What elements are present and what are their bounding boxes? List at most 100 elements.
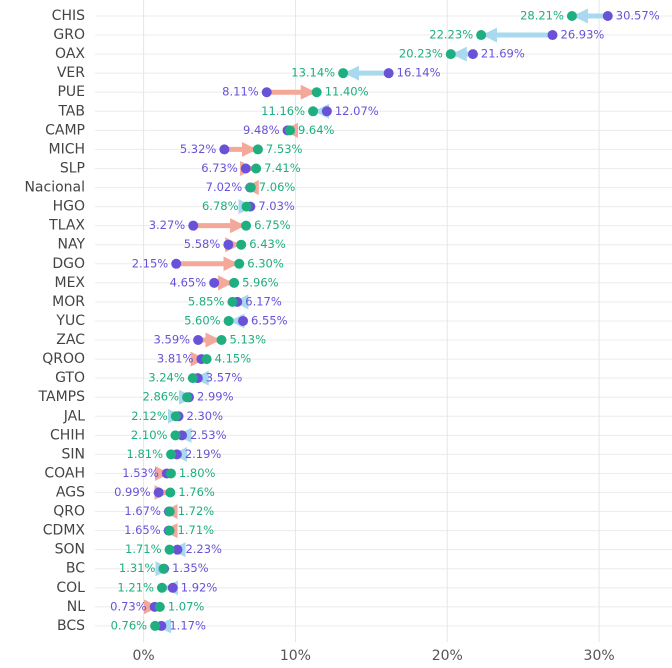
dot xyxy=(467,49,478,60)
dot xyxy=(445,49,456,60)
value-label: 28.21% xyxy=(520,9,564,23)
value-label: 7.03% xyxy=(258,199,295,213)
value-label: 2.30% xyxy=(187,409,224,423)
value-label: 1.21% xyxy=(117,580,154,594)
value-label: 1.76% xyxy=(178,485,215,499)
value-label: 6.30% xyxy=(247,256,284,270)
dot xyxy=(209,277,220,288)
category-label: QRO xyxy=(53,504,85,520)
category-label: CDMX xyxy=(43,523,86,539)
x-tick-label: 10% xyxy=(280,648,311,664)
dot xyxy=(170,411,181,422)
value-label: 3.59% xyxy=(154,333,191,347)
value-label: 9.48% xyxy=(243,123,280,137)
category-label: YUC xyxy=(55,313,85,329)
value-label: 2.12% xyxy=(131,409,168,423)
value-label: 2.99% xyxy=(197,390,234,404)
value-label: 1.71% xyxy=(178,523,215,537)
category-label: ZAC xyxy=(56,332,85,348)
value-label: 1.92% xyxy=(181,580,218,594)
category-label: MICH xyxy=(48,141,85,157)
value-label: 1.31% xyxy=(119,561,156,575)
value-label: 7.02% xyxy=(206,180,243,194)
dot xyxy=(238,315,249,326)
dot xyxy=(383,68,394,79)
value-label: 2.15% xyxy=(132,256,169,270)
dot xyxy=(193,335,204,346)
dot xyxy=(156,582,167,593)
dot xyxy=(245,182,256,193)
category-label: DGO xyxy=(52,256,85,272)
dot xyxy=(308,106,319,117)
value-label: 7.06% xyxy=(259,180,296,194)
category-label: COL xyxy=(56,580,85,596)
category-label: SIN xyxy=(62,446,86,462)
dot xyxy=(219,144,230,155)
dot xyxy=(150,620,161,631)
value-label: 6.43% xyxy=(249,237,286,251)
dot xyxy=(164,544,175,555)
value-label: 1.65% xyxy=(124,523,161,537)
dot xyxy=(223,239,234,250)
value-label: 1.72% xyxy=(178,504,215,518)
value-label: 3.81% xyxy=(157,352,194,366)
value-label: 1.71% xyxy=(125,542,162,556)
value-label: 22.23% xyxy=(429,28,473,42)
value-label: 0.76% xyxy=(111,618,148,632)
category-label: JAL xyxy=(63,408,85,424)
dot xyxy=(236,239,247,250)
dot xyxy=(216,335,227,346)
dot xyxy=(172,544,183,555)
value-label: 1.35% xyxy=(172,561,209,575)
value-label: 2.23% xyxy=(185,542,222,556)
dot xyxy=(321,106,332,117)
category-label: VER xyxy=(57,65,85,81)
category-label: SON xyxy=(55,542,85,558)
dot xyxy=(153,487,164,498)
category-label: NL xyxy=(67,599,85,615)
value-label: 26.93% xyxy=(561,28,605,42)
value-label: 6.78% xyxy=(202,199,239,213)
value-label: 7.41% xyxy=(264,161,301,175)
dot xyxy=(165,468,176,479)
dot xyxy=(227,296,238,307)
dot xyxy=(187,373,198,384)
value-label: 11.16% xyxy=(261,104,305,118)
category-label: GTO xyxy=(55,370,85,386)
dot xyxy=(602,11,613,21)
value-label: 2.10% xyxy=(131,428,168,442)
dot xyxy=(167,582,178,593)
category-label: Nacional xyxy=(24,180,85,196)
category-label: QROO xyxy=(42,351,85,367)
category-label: TLAX xyxy=(48,218,85,234)
dot xyxy=(170,430,181,441)
category-label: GRO xyxy=(53,27,85,43)
dot xyxy=(547,30,558,41)
dot xyxy=(240,163,251,174)
value-label: 5.58% xyxy=(184,237,221,251)
category-label: MOR xyxy=(52,294,85,310)
value-label: 5.13% xyxy=(229,333,266,347)
value-label: 5.32% xyxy=(180,142,217,156)
category-label: OAX xyxy=(55,46,85,62)
category-label: TAMPS xyxy=(38,389,86,405)
x-tick-label: 20% xyxy=(432,648,463,664)
dot xyxy=(182,392,193,403)
value-label: 16.14% xyxy=(397,66,441,80)
category-label: BCS xyxy=(57,618,85,634)
dot xyxy=(158,563,169,574)
dot xyxy=(229,277,240,288)
category-label: SLP xyxy=(60,160,85,176)
dot xyxy=(223,315,234,326)
dot xyxy=(284,125,295,136)
value-label: 3.24% xyxy=(148,371,185,385)
value-label: 11.40% xyxy=(325,85,369,99)
value-label: 1.53% xyxy=(122,466,159,480)
category-label: NAY xyxy=(57,237,85,253)
value-label: 1.81% xyxy=(127,447,164,461)
value-label: 6.55% xyxy=(251,313,288,327)
dot xyxy=(201,354,212,365)
dot xyxy=(566,11,577,21)
value-label: 5.60% xyxy=(184,313,221,327)
